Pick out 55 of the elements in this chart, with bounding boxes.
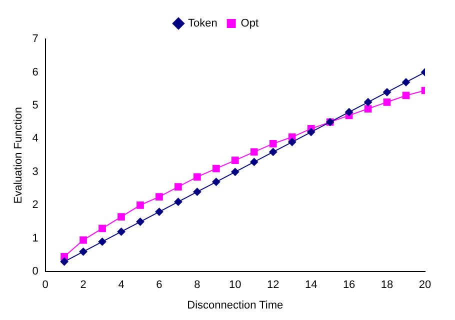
point [364, 98, 372, 106]
y-tick-label: 2 [32, 199, 38, 212]
x-tick-label: 8 [194, 279, 200, 292]
x-tick-label: 12 [267, 279, 280, 292]
x-tick-label: 20 [418, 279, 432, 292]
point [194, 173, 201, 181]
point [117, 228, 126, 236]
point [402, 92, 410, 100]
point [307, 128, 316, 136]
y-tick-label: 7 [32, 33, 38, 46]
legend-label: Opt [240, 18, 259, 30]
x-tick-label: 10 [229, 279, 242, 292]
legend-label: Token [188, 18, 218, 30]
point [212, 164, 220, 172]
point [118, 213, 125, 220]
y-tick-label: 3 [32, 166, 38, 178]
x-tick-label: 0 [42, 279, 48, 292]
point [269, 148, 278, 156]
point [60, 258, 68, 266]
x-axis-title: Disconnection Time [187, 299, 284, 312]
x-tick-label: 16 [342, 279, 356, 292]
point [80, 236, 87, 244]
point [155, 208, 164, 216]
point [250, 158, 258, 166]
point [402, 78, 410, 86]
y-axis-title: Evaluation Function [12, 106, 25, 204]
point [231, 168, 240, 176]
point [383, 98, 391, 106]
x-tick-label: 6 [156, 279, 162, 292]
x-tick-label: 2 [80, 279, 86, 292]
point [98, 238, 106, 246]
point [345, 108, 354, 116]
y-tick-label: 6 [32, 66, 38, 78]
y-tick-label: 1 [32, 232, 38, 244]
y-tick-label: 4 [32, 132, 38, 145]
point [231, 156, 239, 164]
x-tick-label: 18 [380, 279, 394, 292]
point [269, 140, 277, 148]
point [383, 88, 392, 96]
point [250, 148, 258, 156]
y-tick-label: 5 [32, 99, 38, 112]
point [136, 201, 144, 209]
point [156, 193, 163, 201]
point [212, 178, 220, 186]
x-tick-label: 14 [304, 279, 318, 292]
point [174, 183, 182, 191]
point [193, 188, 202, 196]
x-tick-label: 4 [118, 279, 124, 292]
point [174, 198, 182, 206]
point [98, 224, 106, 232]
point [79, 248, 88, 256]
point [364, 105, 372, 112]
point [288, 138, 296, 146]
point [136, 218, 144, 226]
y-tick-label: 0 [32, 266, 38, 278]
